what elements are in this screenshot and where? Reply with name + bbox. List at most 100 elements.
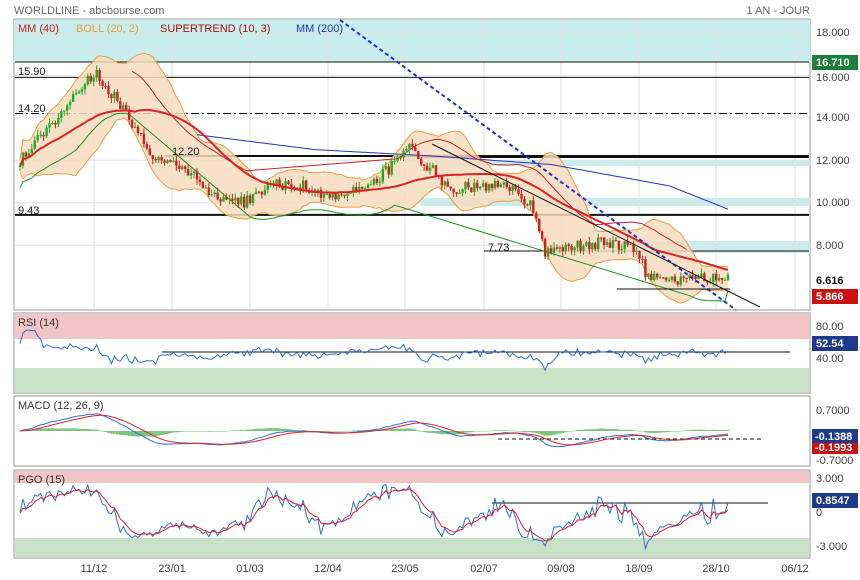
candle-body [80, 89, 84, 92]
macd-hist-bar [207, 431, 211, 432]
macd-badge-signal: -0.1993 [812, 440, 858, 454]
candle-body [98, 69, 101, 82]
macd-hist-bar [328, 431, 332, 432]
macd-hist-bar [50, 428, 54, 431]
macd-hist-bar [227, 430, 231, 432]
candle-body [422, 164, 426, 166]
macd-hist-bar [112, 431, 116, 434]
macd-hist-bar [393, 428, 397, 431]
supertrend-line [19, 70, 729, 302]
macd-hist-bar [204, 431, 208, 432]
candle-body [467, 182, 470, 188]
candle-body [375, 178, 379, 183]
macd-hist-bar [289, 429, 293, 431]
candle-body [125, 105, 128, 110]
candle-body [136, 126, 140, 133]
pgo-signal-path [19, 488, 729, 542]
candle-body [490, 183, 494, 189]
candle-body [166, 160, 169, 164]
candle-body [172, 160, 175, 162]
macd-hist-bar [720, 430, 724, 431]
candle-body [667, 279, 671, 281]
price-badge-last-text: 6.616 [816, 275, 844, 287]
candle-body [60, 111, 63, 119]
candle-body [322, 194, 326, 198]
candle-body [434, 165, 438, 176]
pgo-legend: PGO (15) [18, 474, 65, 486]
pgo-upper-zone [15, 471, 809, 483]
candle-body [517, 189, 520, 195]
candle-body [425, 165, 429, 171]
macd-histogram [18, 427, 730, 437]
macd-hist-bar [614, 429, 618, 431]
rsi-badge: 52.54 [812, 336, 858, 351]
macd-line [19, 413, 729, 448]
candle-body [408, 143, 411, 149]
candle-body [623, 241, 626, 249]
candle-body [653, 273, 656, 281]
candle-body [290, 184, 293, 188]
candle-body [526, 204, 529, 206]
level-label-12-20: 12.20 [172, 146, 200, 158]
candle-body [726, 274, 730, 280]
macd-hist-bar [499, 430, 503, 431]
candle-body [243, 196, 246, 208]
candle-body [36, 135, 39, 141]
candle-body [470, 187, 473, 192]
candle-body [175, 160, 178, 166]
macd-hist-bar [384, 428, 388, 431]
candle-body [331, 192, 334, 198]
black-downtrend-line [431, 143, 761, 308]
mm200-path [196, 134, 729, 210]
candle-body [399, 156, 402, 158]
macd-hist-bar [593, 429, 597, 431]
candle-body [104, 85, 107, 87]
macd-hist-bar [596, 428, 600, 431]
macd-hist-bar [322, 431, 326, 432]
macd-hist-bar [416, 430, 420, 431]
macd-hist-bar [558, 431, 562, 434]
macd-hist-bar [174, 431, 178, 433]
macd-hist-bar [455, 431, 459, 435]
candle-body [263, 189, 267, 195]
candle-body [346, 193, 349, 196]
candle-body [160, 156, 163, 161]
macd-hist-bar [180, 431, 184, 432]
candle-body [679, 276, 682, 285]
candle-body [355, 187, 358, 193]
candle-body [723, 279, 727, 281]
macd-hist-bar [664, 431, 668, 433]
candle-body [361, 187, 364, 189]
candle-body [405, 148, 408, 151]
level-label-7-73: 7.73 [488, 242, 509, 254]
macd-hist-bar [192, 430, 196, 432]
candle-body [685, 277, 688, 279]
macd-hist-bar [632, 430, 636, 431]
macd-hist-bar [354, 430, 358, 431]
macd-hist-bar [68, 428, 72, 431]
candle-body [89, 75, 92, 82]
blue-dotted-trendline [339, 19, 737, 311]
candle-body [629, 243, 632, 245]
macd-hist-bar [481, 430, 485, 432]
macd-hist-bar [56, 428, 60, 431]
macd-hist-bar [699, 429, 703, 431]
macd-hist-bar [443, 431, 447, 435]
macd-hist-bar [74, 428, 78, 431]
candle-body [455, 192, 458, 194]
candle-body [275, 179, 278, 186]
macd-hist-bar [670, 431, 674, 432]
candle-body [461, 189, 464, 193]
candle-body [476, 182, 479, 189]
candle-body [234, 197, 237, 201]
y-tick-18: 18.000 [816, 27, 850, 39]
bollinger-upper [19, 52, 729, 267]
candle-body [378, 181, 382, 183]
macd-hist-bar [528, 431, 532, 433]
macd-hist-bar [242, 430, 246, 431]
macd-badge-macd-text: -0.1388 [815, 431, 852, 443]
candle-body [493, 181, 497, 189]
macd-hist-bar [608, 429, 612, 431]
macd-hist-bar [561, 431, 565, 434]
candle-body [42, 134, 45, 137]
